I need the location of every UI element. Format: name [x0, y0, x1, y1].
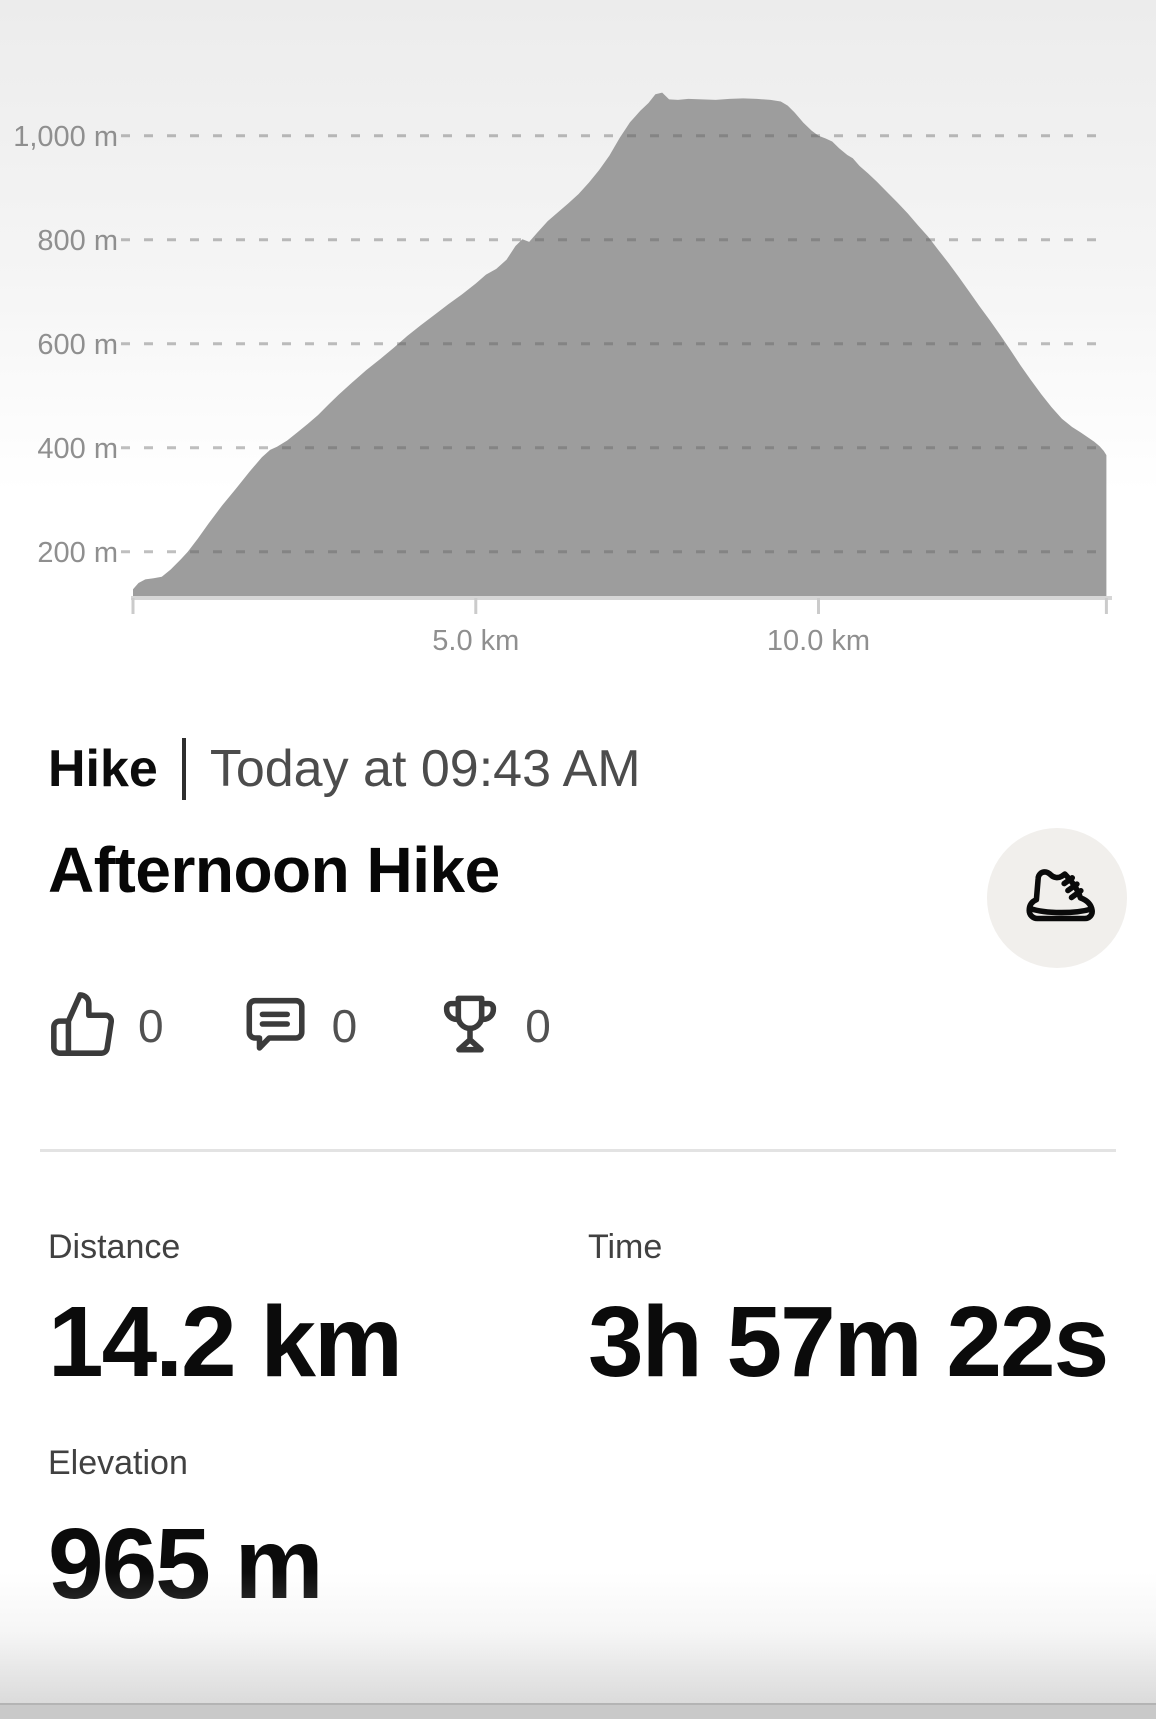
y-axis-label: 400 m [37, 433, 118, 465]
kudos-count: 0 [138, 1000, 164, 1052]
time-value: 3h 57m 22s [588, 1286, 1109, 1398]
distance-value: 14.2 km [48, 1286, 403, 1398]
kudos-button[interactable]: 0 [48, 989, 164, 1064]
achievements-count: 0 [525, 1000, 551, 1052]
social-row: 0 0 0 [48, 990, 629, 1062]
y-axis-label: 200 m [37, 537, 118, 569]
trophy-icon [435, 989, 505, 1064]
elevation-label: Elevation [48, 1444, 188, 1482]
activity-type-button[interactable] [987, 828, 1127, 968]
activity-type-label: Hike [48, 740, 158, 798]
elevation-value: 965 m [48, 1508, 324, 1620]
comments-count: 0 [331, 1000, 358, 1052]
thumbs-up-icon [48, 989, 118, 1064]
activity-timestamp: Today at 09:43 AM [209, 740, 641, 798]
y-axis-label: 600 m [37, 329, 118, 361]
activity-header: Hike Today at 09:43 AM [48, 736, 641, 802]
activity-title: Afternoon Hike [48, 834, 500, 906]
next-section-edge [0, 1703, 1156, 1719]
x-axis-label: 5.0 km [432, 625, 519, 657]
elevation-area [133, 92, 1107, 596]
elevation-chart[interactable]: 1,000 m 800 m 600 m 400 m 200 m 5.0 km 10.0 km [0, 0, 1156, 665]
hiking-boot-icon [1014, 854, 1100, 943]
x-axis-label: 10.0 km [767, 625, 870, 657]
achievements-button[interactable]: 0 [435, 989, 551, 1064]
distance-label: Distance [48, 1228, 181, 1266]
section-divider [40, 1149, 1116, 1152]
y-axis-label: 800 m [37, 225, 118, 257]
comment-icon [242, 989, 312, 1064]
header-separator [181, 738, 186, 800]
comments-button[interactable]: 0 [242, 989, 358, 1064]
time-label: Time [588, 1228, 663, 1266]
elevation-chart-svg[interactable]: 1,000 m 800 m 600 m 400 m 200 m 5.0 km 10.0 km [0, 0, 1156, 665]
y-axis-label: 1,000 m [13, 121, 118, 153]
